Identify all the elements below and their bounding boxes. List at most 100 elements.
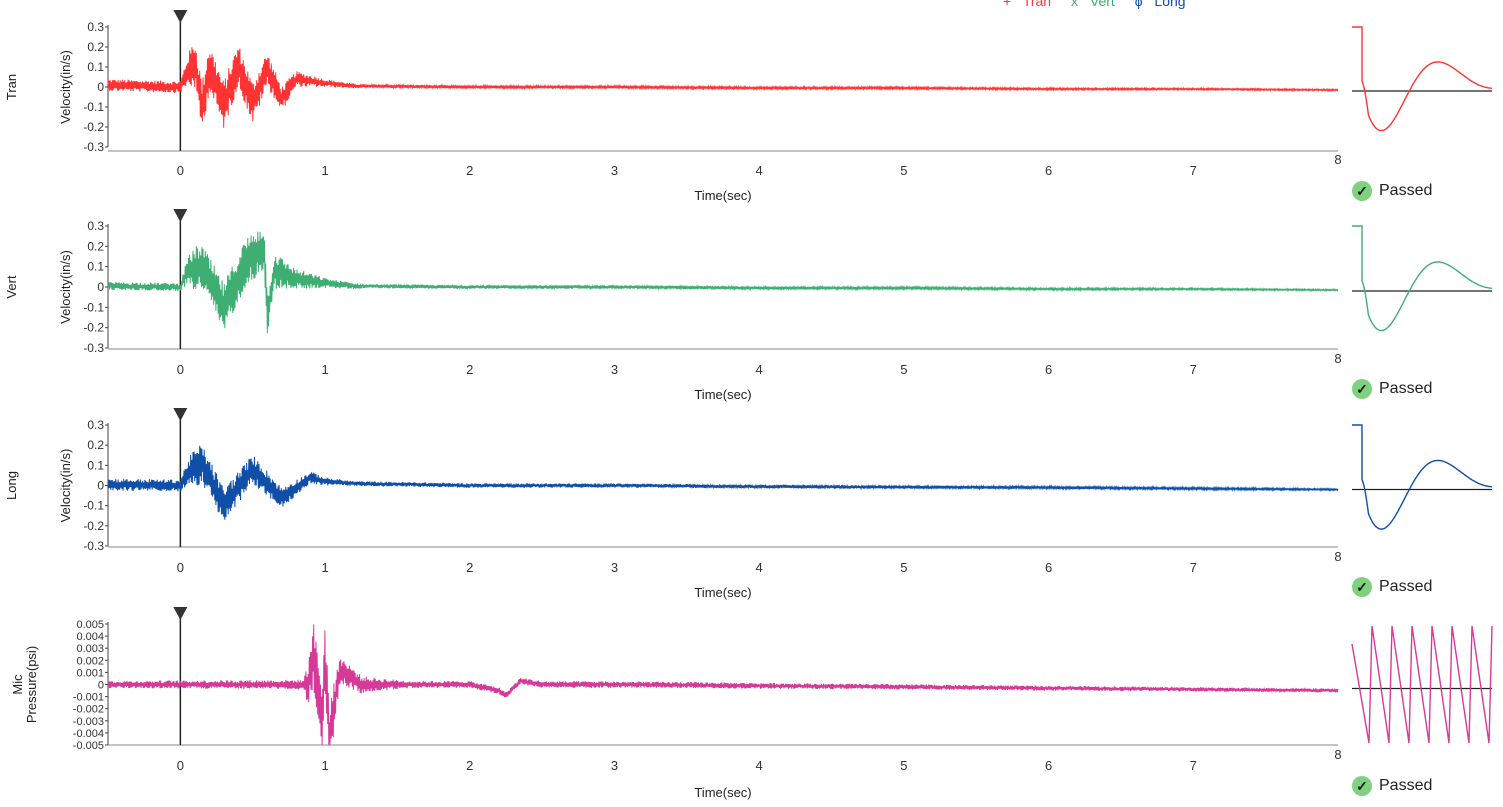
y-tick-label: 0.003	[76, 643, 104, 655]
x-tick-label: 8	[1334, 351, 1341, 366]
x-tick-label: 8	[1334, 747, 1341, 762]
calibration-trace	[1352, 225, 1493, 332]
y-tick-label: 0.3	[87, 418, 104, 432]
chart-panel-long: 0.3 0.2 0.1 0 -0.1 -0.2 -0.3 0 1 2 3 4 5 6 7 8 Time(sec)…	[4, 408, 1493, 600]
y-tick-label: -0.3	[83, 539, 104, 553]
x-tick-label: 6	[1045, 758, 1052, 773]
x-tick-label: 1	[321, 362, 328, 377]
y-tick-label: -0.003	[73, 716, 104, 728]
y-tick-label: 0	[97, 280, 104, 294]
check-icon: ✓	[1352, 776, 1372, 796]
waveform-line	[107, 47, 1339, 128]
x-tick-label: 5	[900, 163, 907, 178]
calibration-waveform	[1352, 225, 1493, 332]
y-tick-label: 0.1	[87, 260, 104, 274]
status-label: Passed	[1379, 380, 1433, 397]
x-tick-label: 5	[900, 758, 907, 773]
x-tick-label: 2	[466, 560, 473, 575]
legend-tran: + Tran	[1003, 0, 1052, 9]
x-axis-label: Time(sec)	[694, 785, 751, 800]
x-tick-label: 1	[321, 758, 328, 773]
y-tick-label: -0.2	[83, 519, 104, 533]
y-axis-label: Velocity(in/s)	[58, 449, 73, 523]
x-axis-label: Time(sec)	[694, 188, 751, 203]
trigger-marker-icon	[173, 607, 188, 620]
y-tick-label: 0	[98, 680, 104, 692]
y-axis-label: Velocity(in/s)	[58, 250, 73, 324]
x-tick-label: 4	[756, 362, 763, 377]
x-tick-label: 6	[1045, 362, 1052, 377]
y-tick-label: -0.001	[73, 692, 104, 704]
y-tick-label: -0.1	[83, 300, 104, 314]
x-tick-label: 8	[1334, 549, 1341, 564]
x-tick-label: 6	[1045, 560, 1052, 575]
status-label: Passed	[1379, 777, 1433, 794]
x-tick-label: 7	[1190, 560, 1197, 575]
x-tick-label: 4	[756, 163, 763, 178]
x-tick-label: 3	[611, 560, 618, 575]
y-tick-label: 0.1	[87, 458, 104, 472]
x-tick-label: 5	[900, 362, 907, 377]
y-axis-label: Pressure(psi)	[24, 646, 39, 723]
trigger-marker-icon	[173, 209, 188, 222]
status-long: ✓ Passed	[1352, 577, 1432, 597]
y-tick-label: -0.004	[73, 728, 104, 740]
x-tick-label: 2	[466, 362, 473, 377]
calibration-trace	[1351, 625, 1493, 744]
x-tick-label: 7	[1190, 163, 1197, 178]
y-tick-label: 0	[97, 479, 104, 493]
y-tick-label: -0.1	[83, 499, 104, 513]
channel-label: Vert	[4, 275, 19, 299]
chart-panel-tran: 0.3 0.2 0.1 0 -0.1 -0.2 -0.3 0 1 2 3 4 5 6 7 8 Time(sec)…	[4, 10, 1493, 203]
channel-label: Mic	[10, 674, 25, 695]
channel-label: Long	[4, 471, 19, 500]
x-tick-label: 1	[321, 560, 328, 575]
y-tick-label: 0.001	[76, 667, 104, 679]
trigger-marker-icon	[173, 10, 188, 23]
y-tick-label: -0.3	[83, 140, 104, 154]
x-tick-label: 3	[611, 758, 618, 773]
x-axis-label: Time(sec)	[694, 585, 751, 600]
waveform-line	[107, 445, 1339, 520]
x-tick-label: 0	[177, 758, 184, 773]
x-tick-label: 0	[177, 560, 184, 575]
status-mic: ✓ Passed	[1352, 776, 1432, 796]
status-vert: ✓ Passed	[1352, 379, 1432, 399]
waveform-line	[107, 231, 1339, 334]
calibration-trace	[1352, 26, 1493, 132]
y-tick-label: 0.002	[76, 655, 104, 667]
legend-long: ϕ Long	[1134, 0, 1186, 9]
legend-vert: x Vert	[1071, 0, 1115, 9]
x-tick-label: 4	[756, 758, 763, 773]
x-tick-label: 0	[177, 163, 184, 178]
y-tick-label: 0.3	[87, 219, 104, 233]
y-tick-label: 0	[97, 80, 104, 94]
x-tick-label: 3	[611, 362, 618, 377]
check-icon: ✓	[1352, 577, 1372, 597]
chart-panel-vert: 0.3 0.2 0.1 0 -0.1 -0.2 -0.3 0 1 2 3 4 5 6 7 8 Time(sec)…	[4, 209, 1493, 402]
check-icon: ✓	[1352, 379, 1372, 399]
x-tick-label: 1	[321, 163, 328, 178]
x-tick-label: 4	[756, 560, 763, 575]
x-tick-label: 2	[466, 163, 473, 178]
y-tick-label: 0.2	[87, 40, 104, 54]
y-tick-label: -0.2	[83, 120, 104, 134]
y-axis-label: Velocity(in/s)	[58, 50, 73, 124]
y-tick-label: -0.1	[83, 100, 104, 114]
trigger-marker-icon	[173, 408, 188, 421]
calibration-trace	[1352, 424, 1493, 530]
y-tick-label: 0.2	[87, 438, 104, 452]
x-tick-label: 5	[900, 560, 907, 575]
y-tick-label: 0.004	[76, 631, 104, 643]
x-axis-label: Time(sec)	[694, 387, 751, 402]
x-tick-label: 7	[1190, 362, 1197, 377]
check-icon: ✓	[1352, 181, 1372, 201]
calibration-waveform	[1351, 625, 1493, 744]
status-label: Passed	[1379, 578, 1433, 595]
legend: + Tran x Vert ϕ Long	[1003, 0, 1202, 9]
calibration-waveform	[1352, 26, 1493, 132]
channel-label: Tran	[4, 74, 19, 100]
x-tick-label: 7	[1190, 758, 1197, 773]
x-tick-label: 6	[1045, 163, 1052, 178]
